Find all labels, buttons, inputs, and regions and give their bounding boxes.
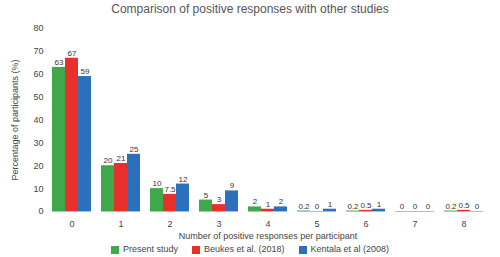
html-text:Beukes et al. (2018): Beukes et al. (2018) [204, 244, 285, 254]
svg-text:30: 30 [33, 138, 43, 148]
svg-text:0.5: 0.5 [458, 201, 470, 210]
svg-text:7.5: 7.5 [164, 185, 176, 194]
svg-text:9: 9 [230, 181, 235, 190]
html-text:Kentala et al (2008): Kentala et al (2008) [310, 244, 390, 254]
svg-text:0: 0 [475, 202, 480, 211]
svg-text:3: 3 [216, 219, 221, 229]
svg-text:0.2: 0.2 [298, 202, 310, 211]
svg-text:0: 0 [413, 202, 418, 211]
svg-text:70: 70 [33, 46, 43, 56]
svg-text:8: 8 [461, 219, 466, 229]
svg-text:7: 7 [412, 219, 417, 229]
svg-text:0: 0 [38, 206, 43, 216]
svg-text:0.5: 0.5 [360, 201, 372, 210]
svg-text:0: 0 [400, 202, 405, 211]
svg-text:0.2: 0.2 [445, 202, 457, 211]
html-text:Comparison of positive respons: Comparison of positive responses with ot… [111, 2, 389, 16]
svg-text:1: 1 [118, 219, 123, 229]
svg-text:Number of positive responses p: Number of positive responses per partici… [179, 231, 358, 241]
svg-text:5: 5 [204, 191, 209, 200]
svg-text:Percentage of participants (%): Percentage of participants (%) [10, 59, 20, 180]
svg-text:59: 59 [81, 67, 90, 76]
svg-text:0.2: 0.2 [347, 202, 359, 211]
svg-text:67: 67 [68, 49, 77, 58]
svg-text:1: 1 [328, 200, 333, 209]
svg-text:0: 0 [69, 219, 74, 229]
svg-text:20: 20 [33, 161, 43, 171]
svg-text:3: 3 [217, 195, 222, 204]
svg-text:2: 2 [253, 197, 258, 206]
svg-text:0: 0 [315, 202, 320, 211]
svg-text:6: 6 [363, 219, 368, 229]
html-text:Present study: Present study [122, 244, 178, 254]
svg-text:80: 80 [33, 23, 43, 33]
svg-text:1: 1 [266, 200, 271, 209]
svg-text:25: 25 [130, 145, 139, 154]
svg-text:50: 50 [33, 92, 43, 102]
svg-text:21: 21 [117, 154, 126, 163]
svg-text:2: 2 [279, 197, 284, 206]
svg-text:63: 63 [55, 58, 64, 67]
svg-text:5: 5 [314, 219, 319, 229]
svg-text:20: 20 [104, 156, 113, 165]
svg-text:40: 40 [33, 115, 43, 125]
svg-text:4: 4 [265, 219, 270, 229]
svg-text:12: 12 [179, 175, 188, 184]
svg-text:10: 10 [153, 179, 162, 188]
svg-text:10: 10 [33, 184, 43, 194]
svg-text:60: 60 [33, 69, 43, 79]
svg-text:0: 0 [426, 202, 431, 211]
svg-text:2: 2 [167, 219, 172, 229]
svg-text:1: 1 [377, 200, 382, 209]
